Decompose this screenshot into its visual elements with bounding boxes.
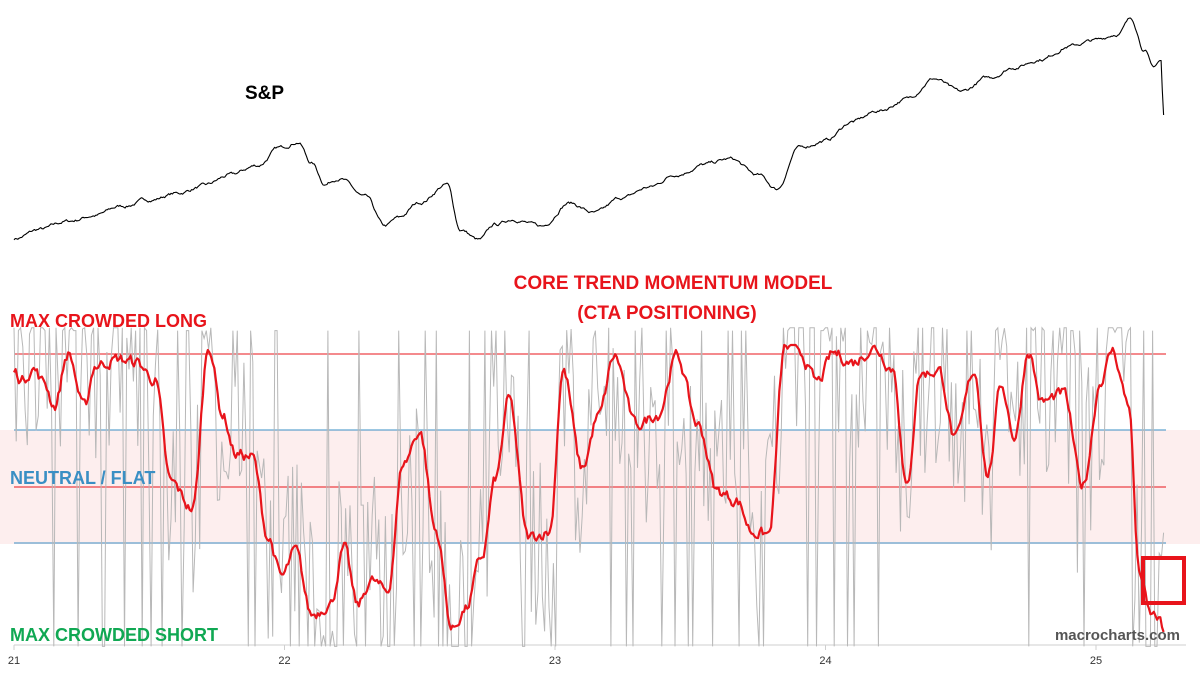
neutral-flat-label: NEUTRAL / FLAT xyxy=(10,468,155,488)
sp-price-line xyxy=(13,17,1165,241)
chart-title-line1: CORE TREND MOMENTUM MODEL xyxy=(514,273,833,294)
x-tick-label: 24 xyxy=(819,655,831,667)
cta-model-line xyxy=(13,343,1165,633)
chart-title-line2: (CTA POSITIONING) xyxy=(577,303,756,324)
raw-signal-line xyxy=(13,326,1165,647)
current-position-highlight xyxy=(1141,556,1186,605)
x-axis-ticks: 21 22 23 24 25 xyxy=(8,645,1102,667)
x-tick-label: 23 xyxy=(549,655,561,667)
watermark: macrocharts.com xyxy=(1055,627,1180,644)
x-tick-label: 25 xyxy=(1090,655,1102,667)
sp-label: S&P xyxy=(245,83,284,104)
max-crowded-short-label: MAX CROWDED SHORT xyxy=(10,625,218,645)
max-crowded-long-label: MAX CROWDED LONG xyxy=(10,311,207,331)
x-tick-label: 22 xyxy=(278,655,290,667)
x-tick-label: 21 xyxy=(8,655,20,667)
